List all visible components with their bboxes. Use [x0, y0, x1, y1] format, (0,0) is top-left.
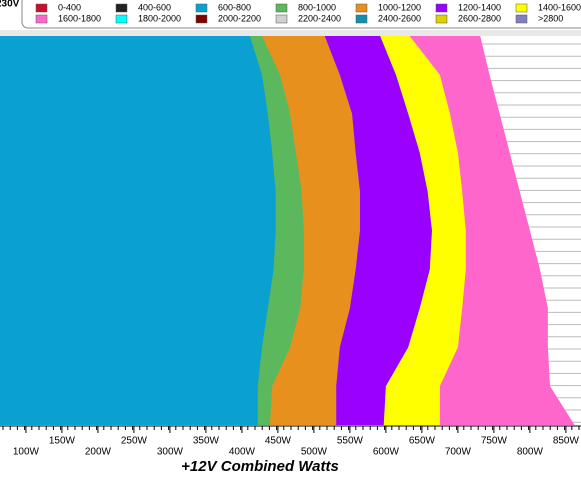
- x-tick-label: 500W: [301, 447, 328, 458]
- legend-label: 1800-2000: [138, 13, 181, 23]
- legend-label: 2600-2800: [458, 13, 501, 23]
- legend-label: 800-1000: [298, 2, 336, 12]
- legend-swatch: [275, 14, 288, 24]
- legend-label: 400-600: [138, 2, 171, 12]
- legend-swatch: [515, 14, 528, 24]
- x-tick-label: 400W: [229, 447, 256, 458]
- legend-swatch: [35, 3, 48, 13]
- legend-swatch: [275, 3, 288, 13]
- legend-label: 1000-1200: [378, 2, 421, 12]
- x-tick-label: 550W: [337, 436, 364, 447]
- legend-label: 1200-1400: [458, 2, 501, 12]
- legend-swatch: [115, 3, 128, 13]
- legend-swatch: [435, 3, 448, 13]
- x-axis-label: +12V Combined Watts: [181, 458, 339, 475]
- x-tick-label: 300W: [157, 447, 184, 458]
- x-tick-label: 850W: [553, 436, 580, 447]
- legend-swatch: [195, 3, 208, 13]
- x-tick-label: 750W: [481, 436, 508, 447]
- x-tick-label: 450W: [265, 436, 292, 447]
- legend-swatch: [515, 3, 528, 13]
- legend-swatch: [435, 14, 448, 24]
- legend-label: 600-800: [218, 2, 251, 12]
- x-tick-label: 700W: [445, 447, 472, 458]
- legend-label: 2400-2600: [378, 13, 421, 23]
- legend-swatch: [35, 14, 48, 24]
- x-tick-label: 650W: [409, 436, 436, 447]
- legend-label: 2200-2400: [298, 13, 341, 23]
- legend-label: 0-400: [58, 2, 81, 12]
- x-tick-label: 150W: [49, 436, 76, 447]
- legend-label: >2800: [538, 13, 563, 23]
- chart-title: 230V: [0, 0, 20, 10]
- strip: [0, 30, 581, 36]
- x-tick-label: 250W: [121, 436, 148, 447]
- legend-label: 1600-1800: [58, 13, 101, 23]
- legend-label: 1400-1600: [538, 2, 581, 12]
- legend-swatch: [355, 14, 368, 24]
- x-tick-label: 600W: [373, 447, 400, 458]
- legend-swatch: [195, 14, 208, 24]
- x-tick-label: 350W: [193, 436, 220, 447]
- x-tick-label: 800W: [517, 447, 544, 458]
- x-tick-label: 100W: [13, 447, 40, 458]
- legend-label: 2000-2200: [218, 13, 261, 23]
- x-tick-label: 200W: [85, 447, 112, 458]
- legend-swatch: [115, 14, 128, 24]
- legend-swatch: [355, 3, 368, 13]
- region: [0, 36, 276, 425]
